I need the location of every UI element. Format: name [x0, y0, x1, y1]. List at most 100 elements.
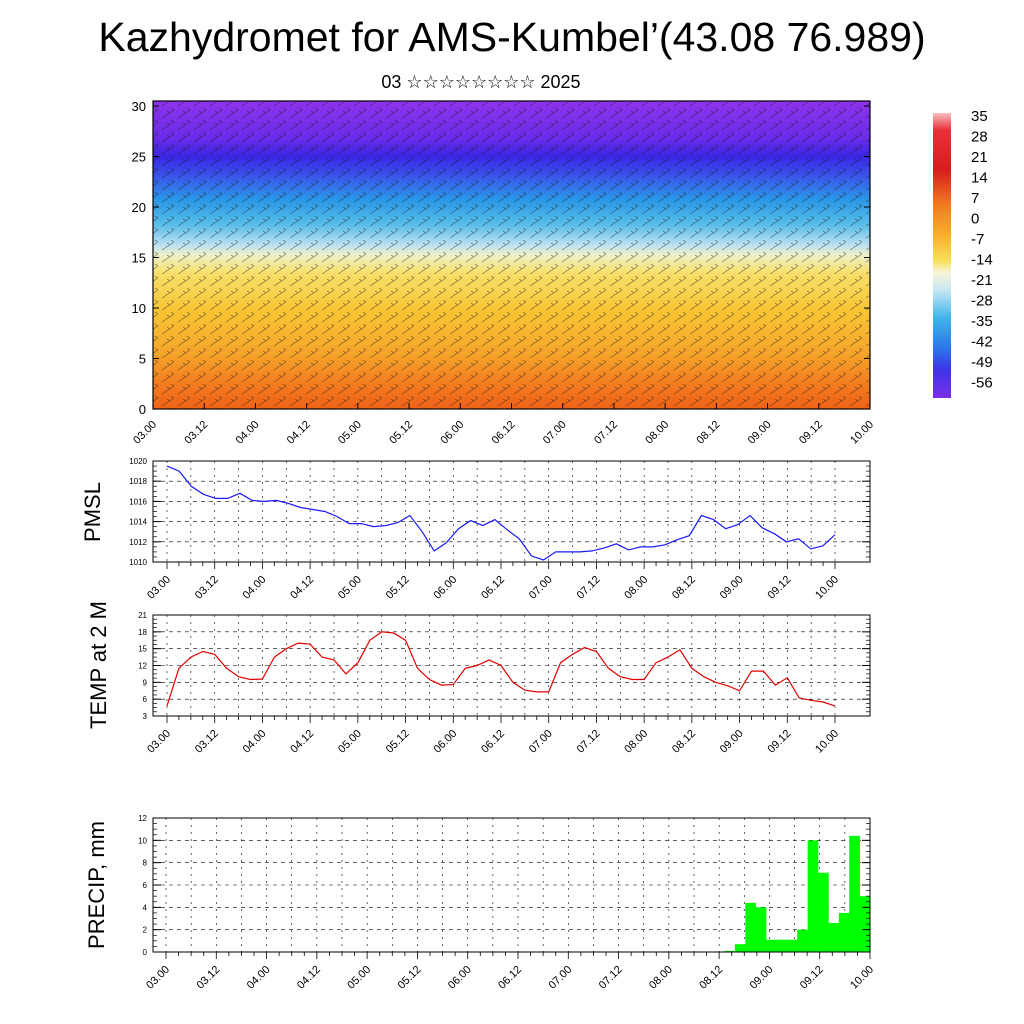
y-tick-label: 1018	[129, 477, 147, 486]
precip-bars	[724, 835, 871, 952]
colorbar-scale	[933, 113, 951, 398]
x-tick-label: 07.00	[527, 728, 555, 756]
x-tick-label: 06.12	[479, 574, 507, 602]
pmsl-y-axis: 1010 1012 1014 1016 1018 1020	[129, 457, 870, 567]
temp-y-axis: 3 6 9 12 15 18 21	[138, 611, 870, 721]
y-tick-label: 1016	[129, 497, 147, 506]
x-tick-label: 08.00	[622, 574, 650, 602]
x-tick-label: 04.12	[288, 574, 316, 602]
colorbar-label: 0	[971, 211, 979, 228]
x-tick-label: 04.00	[234, 419, 262, 447]
x-tick-label: 08.12	[670, 728, 698, 756]
y-tick-label: 1010	[129, 558, 147, 567]
x-tick-label: 05.00	[336, 728, 364, 756]
x-tick-label: 07.12	[592, 419, 620, 447]
precip-bar	[745, 902, 756, 952]
y-tick-label: 20	[132, 200, 146, 215]
colorbar-label: -28	[971, 293, 993, 310]
y-tick-label: 6	[143, 881, 148, 890]
pmsl-x-axis: 03.00 03.12 04.00 04.12 05.00 05.12 06.00 06.12…	[145, 562, 841, 602]
y-tick-label: 12	[138, 814, 147, 823]
pmsl-frame	[152, 460, 871, 563]
colorbar-label: -7	[971, 231, 984, 248]
y-tick-label: 10	[138, 836, 147, 845]
y-tick-label: 9	[143, 678, 148, 687]
y-tick-label: 1014	[129, 518, 147, 527]
x-tick-label: 10.00	[813, 728, 841, 756]
x-tick-label: 07.00	[527, 574, 555, 602]
y-tick-label: 18	[138, 628, 147, 637]
x-tick-label: 04.00	[241, 574, 269, 602]
colorbar: 35 28 21 14 7 0 -7 -14 -21 -28 -35 -42 -49 -56	[933, 108, 993, 398]
colorbar-label: 28	[971, 129, 988, 146]
colorbar-label: -35	[971, 313, 993, 330]
x-tick-label: 07.12	[597, 964, 625, 992]
precip-bar	[766, 939, 777, 952]
y-tick-label: 15	[138, 645, 147, 654]
x-tick-label: 05.00	[336, 574, 364, 602]
x-tick-label: 09.00	[746, 419, 774, 447]
y-tick-label: 6	[143, 695, 148, 704]
x-tick-label: 03.12	[193, 728, 221, 756]
precip-bar	[859, 896, 871, 952]
precip-bar	[786, 939, 798, 952]
precip-bar	[849, 835, 860, 952]
precip-bar	[755, 907, 767, 952]
colorbar-label: -42	[971, 334, 993, 351]
precip-bar	[724, 950, 736, 952]
colorbar-label: -56	[971, 375, 993, 392]
precip-bar	[807, 840, 819, 952]
x-tick-label: 07.00	[546, 964, 574, 992]
x-tick-label: 06.00	[446, 964, 474, 992]
x-tick-label: 06.12	[479, 728, 507, 756]
x-tick-label: 04.00	[241, 728, 269, 756]
x-tick-label: 09.00	[718, 728, 746, 756]
x-tick-label: 05.12	[384, 574, 412, 602]
y-tick-label: 0	[139, 402, 146, 417]
cross-section-plot: 0 5 10 15 20 25 30 03.00 03.12 04.00 04.12 05.00 05…	[131, 99, 876, 447]
precip-x-axis: 03.00 03.12 04.00 04.12 05.00 05.12 06.00 06.12…	[144, 952, 876, 992]
x-tick-label: 09.12	[797, 419, 825, 447]
y-tick-label: 1012	[129, 538, 147, 547]
x-tick-label: 03.00	[145, 728, 173, 756]
y-tick-label: 15	[132, 251, 146, 266]
pmsl-panel: 1010 1012 1014 1016 1018 1020 03.00 03.12 04.00…	[80, 457, 871, 602]
colorbar-label: 21	[971, 149, 988, 166]
colorbar-label: -14	[971, 252, 993, 269]
precip-bar	[828, 922, 840, 952]
precip-bar	[838, 912, 850, 952]
wind-barbs	[153, 101, 870, 409]
colorbar-label: 14	[971, 170, 988, 187]
x-tick-label: 04.12	[288, 728, 316, 756]
y-tick-label: 3	[143, 712, 148, 721]
x-tick-label: 10.00	[848, 419, 876, 447]
precip-bar	[734, 944, 746, 952]
y-tick-label: 21	[138, 611, 147, 620]
x-tick-label: 05.12	[384, 728, 412, 756]
x-tick-label: 06.12	[496, 964, 524, 992]
temp-line	[166, 631, 836, 707]
x-tick-label: 05.12	[387, 419, 415, 447]
x-tick-label: 05.12	[396, 964, 424, 992]
x-tick-label: 10.00	[813, 574, 841, 602]
temp-ylabel: TEMP at 2 M	[86, 601, 111, 729]
x-tick-label: 09.00	[718, 574, 746, 602]
y-tick-label: 10	[132, 301, 146, 316]
x-tick-label: 06.00	[431, 728, 459, 756]
precip-bar	[776, 939, 788, 952]
pmsl-grid	[153, 460, 870, 563]
colorbar-label: 7	[971, 190, 979, 207]
x-tick-label: 04.12	[285, 419, 313, 447]
precip-bar	[797, 929, 808, 952]
y-tick-label: 12	[138, 662, 147, 671]
cross-section-y-axis: 0 5 10 15 20 25 30	[132, 99, 870, 417]
x-tick-label: 05.00	[345, 964, 373, 992]
x-tick-label: 08.12	[670, 574, 698, 602]
x-tick-label: 08.00	[622, 728, 650, 756]
x-tick-label: 09.12	[765, 574, 793, 602]
precip-grid	[153, 817, 871, 953]
x-tick-label: 06.00	[438, 419, 466, 447]
x-tick-label: 03.00	[144, 964, 172, 992]
x-tick-label: 03.12	[182, 419, 210, 447]
